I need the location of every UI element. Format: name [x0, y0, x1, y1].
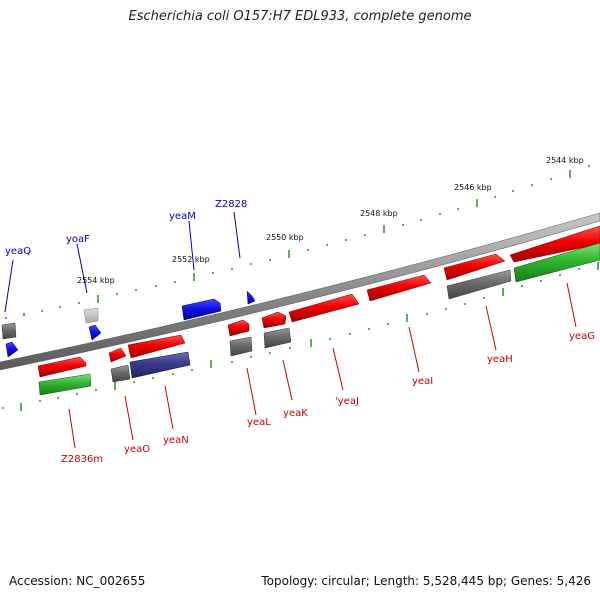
- gene-label[interactable]: yeaI: [412, 376, 433, 387]
- gene-arrow[interactable]: [127, 334, 186, 359]
- scale-label: 2554 kbp: [77, 276, 115, 285]
- gene-arrow[interactable]: [38, 373, 92, 396]
- gene-label[interactable]: yeaN: [163, 435, 189, 446]
- gene-labels: yeaQ yoaF yeaM Z2828 Z2836m yeaO yeaN ye…: [5, 199, 595, 465]
- gene-arrow[interactable]: [246, 290, 256, 305]
- scale-label: 2544 kbp: [546, 156, 584, 165]
- gene-arrow[interactable]: [227, 319, 250, 337]
- scale-label: 2546 kbp: [454, 183, 492, 192]
- gene-label[interactable]: yeaQ: [5, 246, 31, 257]
- scale-ruler-upper: [5, 165, 590, 319]
- gene-label[interactable]: yeaO: [124, 444, 150, 455]
- genome-summary-text: Topology: circular; Length: 5,528,445 bp…: [261, 574, 591, 588]
- gene-label[interactable]: yeaM: [169, 211, 196, 222]
- genome-backbone: [0, 212, 600, 371]
- forward-strand-genes: [1, 225, 600, 396]
- gene-label[interactable]: Z2828: [215, 199, 247, 210]
- gene-label[interactable]: yeaL: [247, 417, 271, 428]
- gene-label[interactable]: yeaG: [569, 331, 595, 342]
- gene-arrow[interactable]: [83, 307, 99, 324]
- gene-arrow[interactable]: [129, 351, 191, 379]
- gene-arrow[interactable]: [110, 364, 131, 383]
- map-title: Escherichia coli O157:H7 EDL933, complet…: [128, 9, 472, 24]
- gene-arrow[interactable]: [108, 347, 127, 363]
- gene-label[interactable]: yeaK: [283, 408, 308, 419]
- gene-arrow[interactable]: [288, 293, 360, 323]
- scale-label: 2548 kbp: [360, 209, 398, 218]
- gene-arrow[interactable]: [509, 225, 600, 263]
- gene-arrow[interactable]: [5, 341, 19, 358]
- scale-ruler-lower: [2, 262, 599, 411]
- gene-arrow[interactable]: [229, 336, 253, 357]
- gene-arrow[interactable]: [443, 253, 506, 281]
- gene-label[interactable]: 'yeaJ: [335, 396, 359, 407]
- scale-label: 2550 kbp: [266, 233, 304, 242]
- gene-label[interactable]: yeaH: [487, 354, 513, 365]
- gene-arrow[interactable]: [513, 242, 600, 283]
- scale-label: 2552 kbp: [172, 255, 210, 264]
- gene-arrow[interactable]: [446, 269, 512, 300]
- gene-arrow[interactable]: [1, 322, 17, 340]
- gene-arrow[interactable]: [88, 324, 102, 341]
- scale-labels: 2544 kbp 2546 kbp 2548 kbp 2550 kbp 2552…: [77, 156, 584, 285]
- gene-label[interactable]: Z2836m: [61, 454, 103, 465]
- gene-arrow[interactable]: [181, 298, 222, 321]
- gene-arrow[interactable]: [261, 311, 287, 329]
- gene-label[interactable]: yoaF: [66, 234, 90, 245]
- gene-arrow[interactable]: [37, 356, 87, 378]
- label-leader-lines: [4, 211, 577, 449]
- accession-text: Accession: NC_002655: [9, 574, 146, 588]
- gene-arrow[interactable]: [263, 327, 292, 349]
- gene-arrow[interactable]: [366, 274, 432, 302]
